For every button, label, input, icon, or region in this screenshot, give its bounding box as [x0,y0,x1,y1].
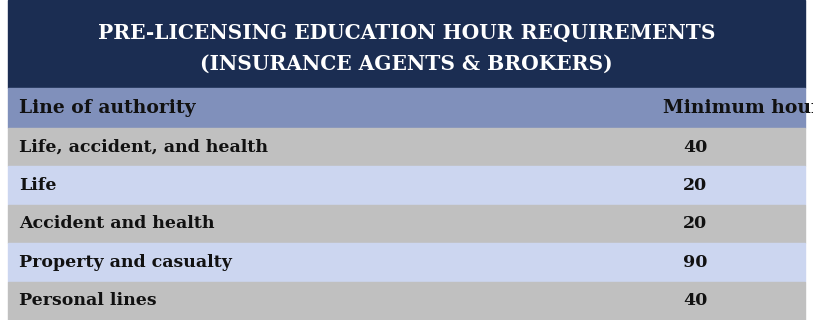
Text: 90: 90 [683,254,707,271]
Text: 40: 40 [683,292,707,309]
Text: 20: 20 [683,215,707,233]
Text: PRE-LICENSING EDUCATION HOUR REQUIREMENTS: PRE-LICENSING EDUCATION HOUR REQUIREMENT… [98,22,715,43]
Text: 20: 20 [683,177,707,194]
Text: 40: 40 [683,139,707,156]
Text: Minimum hours: Minimum hours [663,99,813,117]
Text: (INSURANCE AGENTS & BROKERS): (INSURANCE AGENTS & BROKERS) [200,53,613,73]
Bar [8,166,805,205]
Bar [8,0,805,88]
Text: Personal lines: Personal lines [19,292,156,309]
Text: Life, accident, and health: Life, accident, and health [19,139,267,156]
Bar [8,128,805,166]
Bar [8,205,805,243]
Bar [8,282,805,320]
Bar [8,243,805,282]
Text: Line of authority: Line of authority [19,99,195,117]
Text: Accident and health: Accident and health [19,215,214,233]
Text: Property and casualty: Property and casualty [19,254,232,271]
Bar [8,88,805,128]
Text: Life: Life [19,177,56,194]
